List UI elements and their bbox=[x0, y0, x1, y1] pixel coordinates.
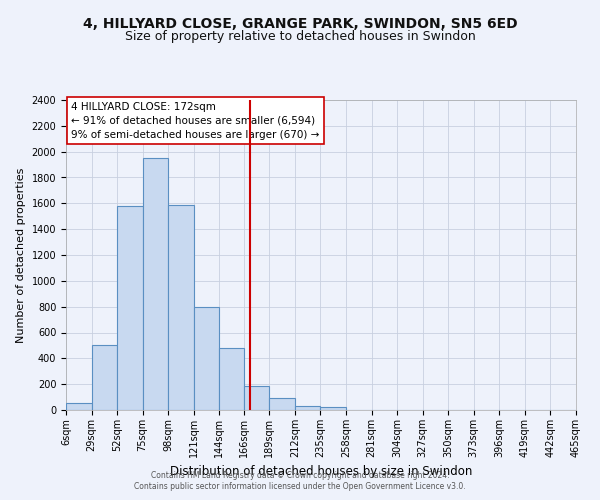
X-axis label: Distribution of detached houses by size in Swindon: Distribution of detached houses by size … bbox=[170, 466, 472, 478]
Bar bbox=[117, 206, 143, 410]
Bar bbox=[92, 346, 117, 410]
Bar bbox=[295, 406, 320, 410]
Text: Contains public sector information licensed under the Open Government Licence v3: Contains public sector information licen… bbox=[134, 482, 466, 491]
Text: Size of property relative to detached houses in Swindon: Size of property relative to detached ho… bbox=[125, 30, 475, 43]
Text: 4 HILLYARD CLOSE: 172sqm
← 91% of detached houses are smaller (6,594)
9% of semi: 4 HILLYARD CLOSE: 172sqm ← 91% of detach… bbox=[71, 102, 319, 140]
Bar bbox=[220, 348, 244, 410]
Text: 4, HILLYARD CLOSE, GRANGE PARK, SWINDON, SN5 6ED: 4, HILLYARD CLOSE, GRANGE PARK, SWINDON,… bbox=[83, 18, 517, 32]
Y-axis label: Number of detached properties: Number of detached properties bbox=[16, 168, 26, 342]
Text: Contains HM Land Registry data © Crown copyright and database right 2024.: Contains HM Land Registry data © Crown c… bbox=[151, 471, 449, 480]
Bar bbox=[194, 306, 220, 410]
Bar bbox=[168, 204, 194, 410]
Bar bbox=[143, 158, 168, 410]
Bar bbox=[320, 408, 346, 410]
Bar bbox=[244, 386, 269, 410]
Bar bbox=[66, 403, 92, 410]
Bar bbox=[269, 398, 295, 410]
